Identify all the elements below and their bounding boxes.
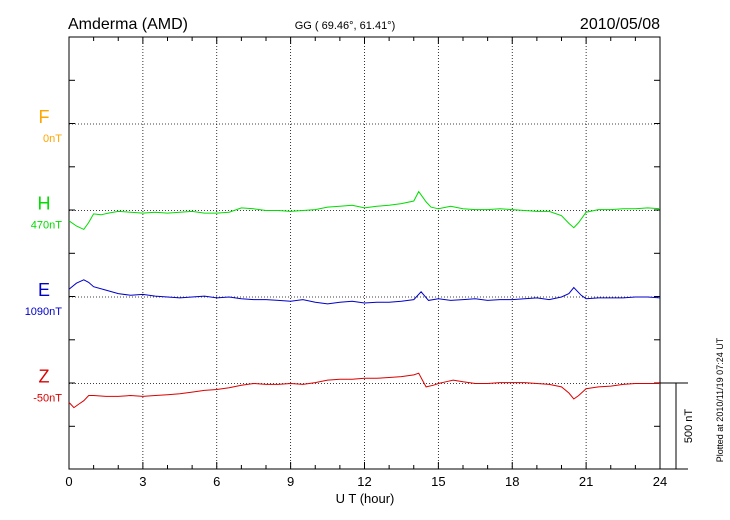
x-tick-label-3: 3 xyxy=(139,474,146,489)
date-label: 2010/05/08 xyxy=(580,16,660,33)
channel-name-E: E xyxy=(38,280,50,300)
x-tick-label-15: 15 xyxy=(431,474,445,489)
scale-bar: 500 nT xyxy=(660,382,695,470)
series-lines xyxy=(68,190,661,409)
x-axis-label: U T (hour) xyxy=(336,491,395,506)
plotted-timestamp: Plotted at 2010/11/19 07:24 UT xyxy=(715,337,725,462)
x-tick-label-9: 9 xyxy=(287,474,294,489)
channel-baseline-E: 1090nT xyxy=(25,306,63,318)
x-tick-labels: 0 3 6 9 12 15 18 21 24 xyxy=(65,474,667,489)
x-tick-label-18: 18 xyxy=(505,474,519,489)
series-line-H xyxy=(68,190,661,231)
channel-baseline-H: 470nT xyxy=(31,220,62,232)
scale-bar-label: 500 nT xyxy=(683,409,695,444)
station-title: Amderma (AMD) xyxy=(68,16,188,33)
channel-baseline-F: 0nT xyxy=(43,133,62,145)
coordinates-label: GG ( 69.46°, 61.41°) xyxy=(295,20,396,32)
grid xyxy=(69,37,660,469)
channel-baseline-Z: -50nT xyxy=(33,393,62,405)
channel-name-H: H xyxy=(38,194,51,214)
channel-name-Z: Z xyxy=(39,367,50,387)
x-tick-label-21: 21 xyxy=(579,474,593,489)
x-tick-label-0: 0 xyxy=(65,474,72,489)
x-tick-label-12: 12 xyxy=(357,474,371,489)
channel-name-F: F xyxy=(39,107,50,127)
channel-labels: F 0nT H 470nT E 1090nT Z -50nT xyxy=(25,107,63,405)
series-line-Z xyxy=(68,372,660,409)
series-line-E xyxy=(68,279,661,305)
axis-ticks xyxy=(68,36,661,469)
x-tick-label-24: 24 xyxy=(653,474,667,489)
x-tick-label-6: 6 xyxy=(213,474,220,489)
